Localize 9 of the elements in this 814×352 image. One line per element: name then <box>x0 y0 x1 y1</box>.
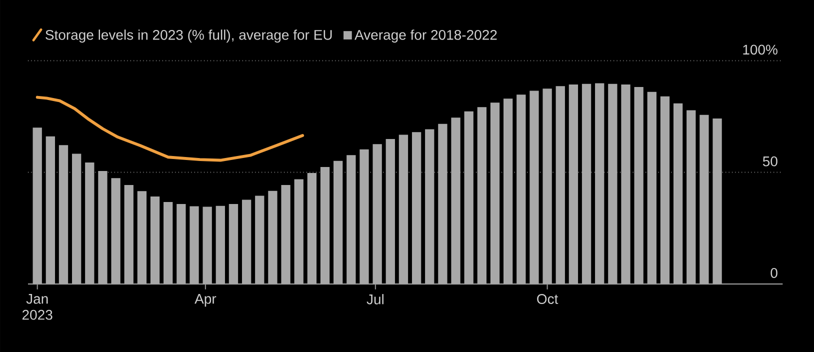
x-tick-label: Oct <box>537 294 558 304</box>
y-tick-label: 0 <box>770 268 778 278</box>
y-tick-label: 50 <box>762 156 778 166</box>
legend-label: Storage levels in 2023 (% full), average for EU <box>46 30 332 43</box>
legend-label: Average for 2018-2022 <box>354 30 497 43</box>
x-tick-label: Jan 2023 <box>22 294 52 320</box>
y-tick-label: 100% <box>743 44 778 55</box>
x-tick-label: Apr <box>194 294 216 307</box>
x-tick-label: Jul <box>366 294 384 304</box>
